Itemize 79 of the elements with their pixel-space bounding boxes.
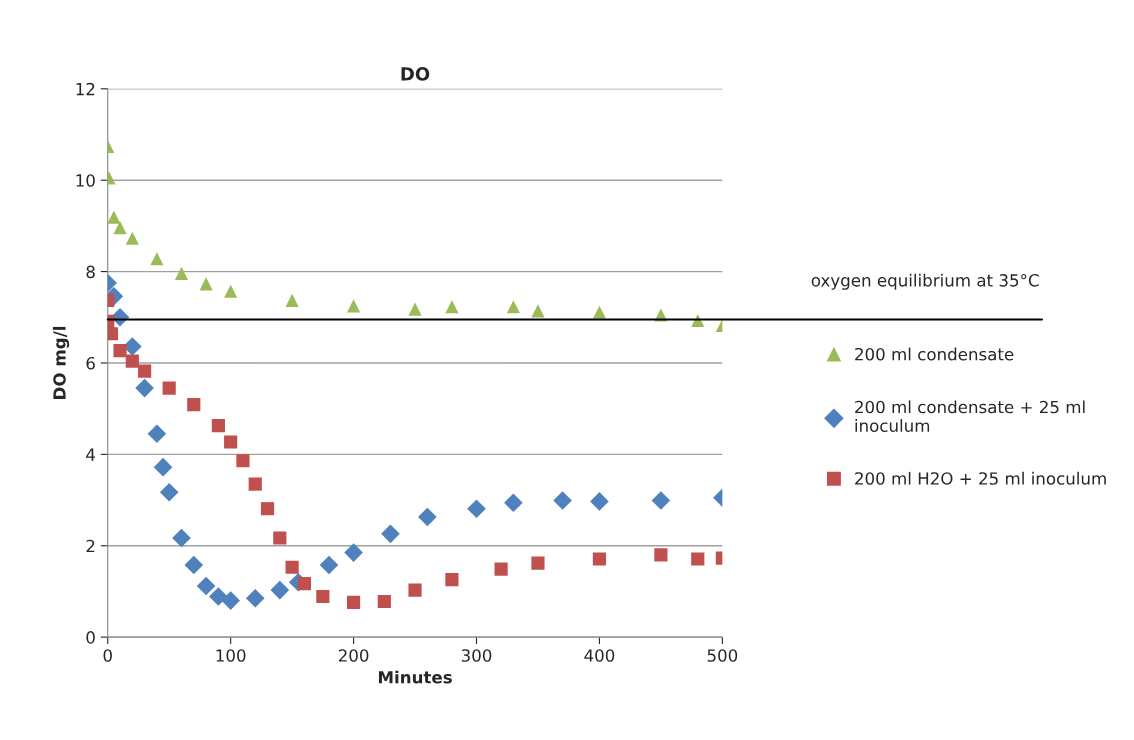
chart-title: DO	[401, 67, 430, 81]
point	[592, 552, 607, 566]
point	[651, 491, 671, 510]
point	[153, 457, 173, 477]
point	[187, 397, 201, 412]
point	[297, 577, 311, 591]
x-tick-label: 400	[584, 649, 615, 662]
y-tick-label: 0	[86, 631, 95, 644]
point	[107, 210, 121, 224]
x-tick-label: 200	[338, 649, 369, 662]
point	[691, 552, 705, 566]
y-tick-label: 2	[86, 539, 95, 553]
x-tick-label: 0	[103, 649, 112, 662]
point	[162, 381, 176, 395]
point	[553, 491, 572, 510]
point	[344, 543, 363, 562]
point	[467, 499, 486, 519]
point	[184, 555, 204, 575]
ref-line-label: oxygen equilibrium at 35°C	[811, 273, 1039, 290]
point	[224, 284, 238, 298]
point	[506, 300, 520, 314]
x-tick-label: 100	[216, 649, 246, 662]
point	[196, 576, 216, 596]
point	[174, 266, 189, 280]
point	[236, 454, 250, 468]
point	[408, 583, 422, 597]
point	[270, 580, 290, 600]
point	[273, 531, 287, 545]
point	[107, 327, 119, 341]
point	[381, 524, 400, 544]
point	[224, 435, 238, 449]
point	[445, 572, 459, 587]
point	[346, 299, 361, 313]
point	[209, 587, 228, 606]
legend-label: 200 ml condensate	[855, 347, 1014, 361]
point	[159, 482, 179, 502]
point	[113, 221, 127, 235]
point	[377, 594, 391, 609]
legend-label: 200 ml H2O + 25 ml inoculum	[855, 471, 1106, 485]
point	[172, 528, 191, 548]
y-tick-label: 6	[86, 356, 95, 370]
point	[135, 378, 154, 398]
point	[531, 556, 545, 570]
point	[221, 591, 240, 610]
point	[125, 231, 139, 245]
point	[248, 477, 262, 491]
y-tick-label: 10	[76, 174, 95, 187]
point	[285, 293, 299, 307]
y-axis-title: DO mg/l	[52, 326, 70, 399]
point	[113, 344, 127, 358]
point	[418, 507, 437, 527]
point	[150, 252, 164, 266]
point	[138, 364, 152, 378]
x-tick-label: 300	[461, 649, 492, 662]
point	[285, 560, 299, 574]
point	[319, 555, 339, 575]
y-tick-label: 12	[76, 82, 95, 96]
point	[445, 300, 459, 314]
point	[590, 492, 609, 511]
point	[494, 562, 508, 576]
point	[504, 493, 523, 513]
point	[346, 595, 361, 609]
point	[125, 354, 139, 368]
point	[245, 588, 265, 608]
legend-label: 200 ml condensate + 25 ml inoculum	[855, 400, 1085, 432]
point	[592, 305, 607, 319]
point	[147, 424, 167, 444]
point	[199, 277, 213, 291]
point	[211, 418, 225, 433]
y-tick-label: 4	[86, 448, 95, 461]
x-tick-label: 500	[707, 649, 738, 662]
point	[531, 304, 545, 318]
x-axis-title: Minutes	[378, 670, 452, 684]
y-tick-label: 8	[86, 265, 95, 279]
point	[408, 302, 422, 316]
point	[260, 502, 275, 516]
point	[123, 337, 142, 356]
point	[316, 589, 330, 604]
point	[654, 548, 668, 562]
